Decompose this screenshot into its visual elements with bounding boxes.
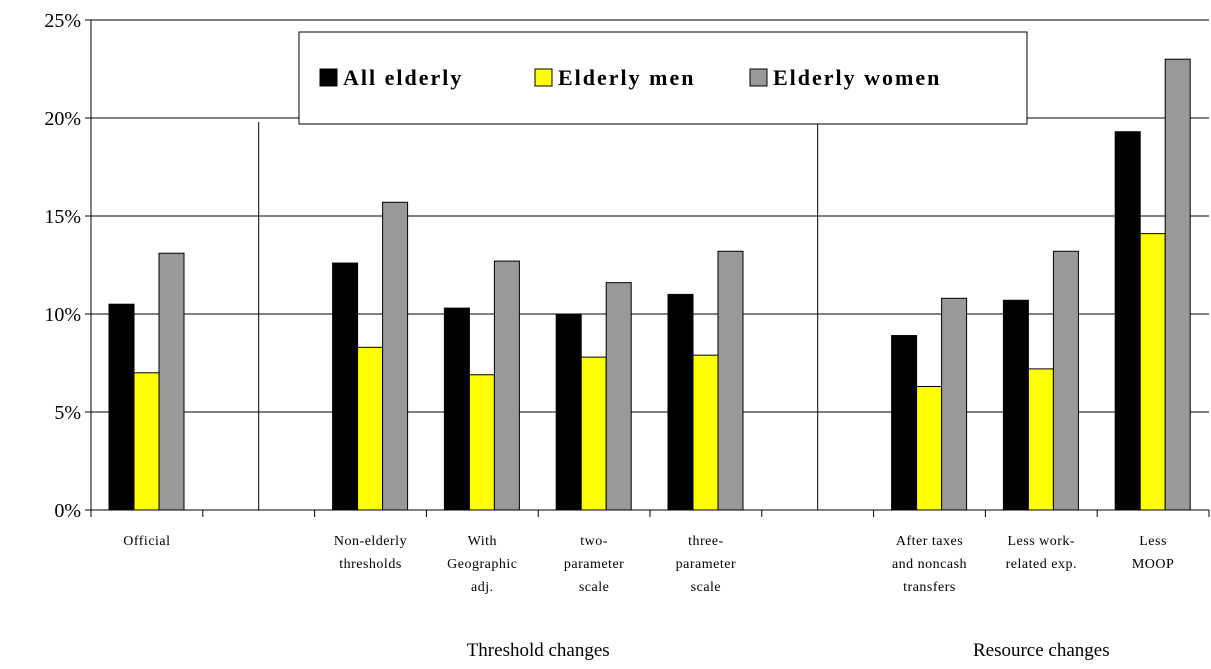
group-label: Threshold changes <box>467 640 610 661</box>
legend: All elderly Elderly men Elderly women <box>298 31 1028 125</box>
axes <box>85 19 1210 517</box>
legend-swatch <box>534 68 553 87</box>
bar <box>580 356 607 511</box>
legend-swatch <box>319 68 338 87</box>
bar <box>717 250 744 511</box>
y-tick-label: 15% <box>44 206 81 228</box>
x-category-label: Less <box>1139 534 1167 549</box>
x-category-label: Geographic <box>447 557 517 572</box>
bar <box>382 201 409 511</box>
bar <box>158 252 185 511</box>
group-label: Resource changes <box>973 640 1110 661</box>
y-tick-label: 25% <box>44 10 81 32</box>
x-category-label: related exp. <box>1006 557 1077 572</box>
x-category-label: and noncash <box>892 557 967 572</box>
legend-label: Elderly women <box>773 65 941 90</box>
bar <box>1114 131 1141 511</box>
group-labels: Threshold changes Resource changes <box>467 640 1110 661</box>
bar <box>108 303 135 511</box>
legend-box <box>298 31 1028 125</box>
x-category-label: Non-elderly <box>334 534 407 549</box>
x-category-label: two- <box>580 534 608 549</box>
legend-label: Elderly men <box>558 65 696 90</box>
y-tick-label: 0% <box>54 500 81 522</box>
x-category-label: Official <box>123 534 170 549</box>
bar <box>468 374 495 511</box>
x-category-label: After taxes <box>896 534 963 549</box>
x-category-label: transfers <box>903 580 956 595</box>
bar <box>1164 58 1191 511</box>
x-category-label: three- <box>688 534 724 549</box>
y-tick-label: 5% <box>54 402 81 424</box>
bars <box>108 58 1191 511</box>
legend-label: All elderly <box>343 65 463 90</box>
bar <box>1002 299 1029 511</box>
y-tick-label: 10% <box>44 304 81 326</box>
y-tick-labels: 0% 5% 10% 15% 20% 25% <box>44 10 81 522</box>
bar <box>1027 368 1054 511</box>
x-category-label: MOOP <box>1132 557 1174 572</box>
bar <box>916 386 943 511</box>
x-category-label: scale <box>691 580 721 595</box>
bar <box>891 335 918 511</box>
x-category-label: scale <box>579 580 609 595</box>
bar <box>443 307 470 511</box>
bar <box>1052 250 1079 511</box>
y-tick-label: 20% <box>44 108 81 130</box>
legend-swatch <box>749 68 768 87</box>
x-category-label: Less work- <box>1007 534 1075 549</box>
x-category-label: adj. <box>471 580 494 595</box>
bar <box>332 262 359 511</box>
bar <box>555 313 582 511</box>
x-category-label: parameter <box>676 557 736 572</box>
bar <box>133 372 160 511</box>
x-category-label: parameter <box>564 557 624 572</box>
x-category-labels: Official Non-elderly thresholds With Geograp… <box>123 534 1174 595</box>
bar <box>667 293 694 511</box>
x-category-label: thresholds <box>339 557 402 572</box>
bar <box>1139 233 1166 511</box>
bar <box>941 297 968 511</box>
bar <box>605 282 632 511</box>
bar <box>357 346 384 511</box>
group-separators <box>258 122 819 510</box>
x-category-label: With <box>468 534 497 549</box>
bar <box>493 260 520 511</box>
bar <box>692 354 719 511</box>
